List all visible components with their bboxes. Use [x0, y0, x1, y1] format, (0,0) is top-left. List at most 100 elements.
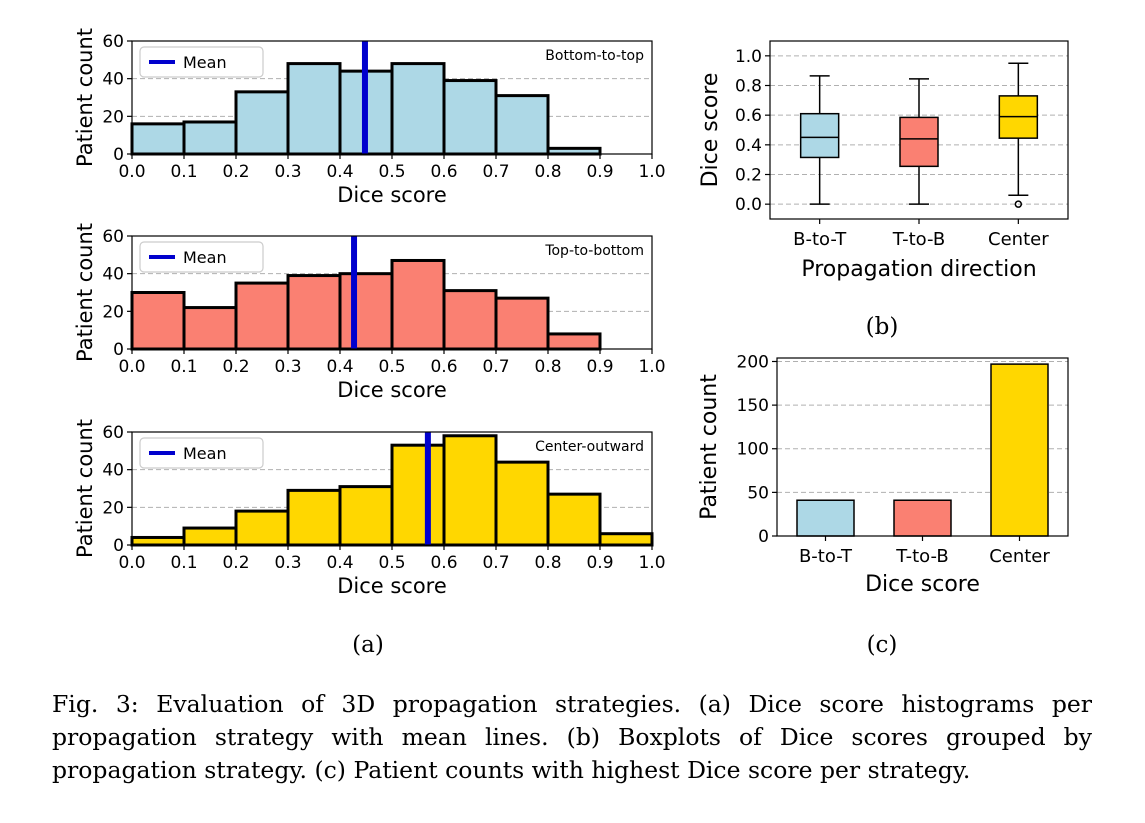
y-tick-label: 0.2 [735, 166, 762, 186]
x-tick-label: T-to-B [892, 229, 945, 250]
legend-label: Mean [183, 444, 227, 463]
x-tick-label: 0.3 [274, 357, 301, 377]
histogram-bar [390, 258, 446, 351]
y-tick-label: 0.0 [735, 195, 762, 215]
x-tick-label: 0.5 [378, 357, 405, 377]
x-tick-label: 0.6 [430, 357, 457, 377]
panel-label-c: (c) [867, 632, 898, 658]
y-tick-label: 60 [102, 227, 124, 247]
x-tick-label: T-to-B [895, 546, 948, 567]
x-axis-label: Propagation direction [801, 257, 1036, 282]
y-tick-label: 50 [747, 483, 769, 503]
histogram-bar [286, 62, 342, 156]
x-tick-label: 0.8 [534, 553, 561, 573]
histogram-bar [390, 443, 446, 547]
x-tick-label: 0.4 [326, 162, 353, 182]
x-tick-label: 0.6 [430, 553, 457, 573]
x-tick-label: 0.9 [586, 553, 613, 573]
x-tick-label: 0.3 [274, 162, 301, 182]
y-axis-label: Patient count [73, 419, 97, 558]
histogram-3: 0.0 0.1 0.2 0.3 0.4 0.5 0.6 0.7 0.8 0.9 1.0 0 20 40 60… [73, 419, 666, 598]
legend-label: Mean [183, 53, 227, 72]
caption-text: Evaluation of 3D propagation strategies.… [52, 690, 1092, 784]
x-tick-label: 0.2 [222, 553, 249, 573]
x-axis-label: Dice score [337, 378, 447, 402]
y-tick-label: 40 [102, 70, 124, 90]
y-tick-label: 0.8 [735, 77, 762, 97]
histogram-bar [182, 526, 238, 547]
figure-caption: Fig. 3: Evaluation of 3D propagation str… [52, 688, 1092, 787]
x-tick-label: 0.7 [482, 553, 509, 573]
histogram-bar [130, 122, 186, 156]
caption-label: Fig. 3: [52, 690, 139, 718]
y-tick-label: 0 [758, 527, 769, 547]
bar-chart-panel: 0 50 100 150 200 B-to-T T-to-B Center Dice score… [697, 352, 1069, 597]
x-tick-label: 0.4 [326, 357, 353, 377]
x-tick-label: 0.1 [170, 357, 197, 377]
boxplot-Center [998, 62, 1039, 208]
boxplot-B-to-T [799, 75, 840, 205]
histogram-bar [234, 90, 290, 156]
histogram-bar [494, 94, 550, 156]
legend-box [139, 241, 264, 273]
y-tick-label: 200 [737, 352, 769, 372]
y-tick-label: 0 [113, 340, 124, 360]
y-tick-label: 0 [113, 536, 124, 556]
x-tick-label: 0.6 [430, 162, 457, 182]
x-tick-label: 1.0 [638, 162, 665, 182]
y-tick-label: 0.4 [735, 136, 762, 156]
histogram-bar [442, 79, 498, 156]
x-axis-label: Dice score [337, 574, 447, 598]
x-tick-label: 0.3 [274, 553, 301, 573]
histogram-panels: 0.0 0.1 0.2 0.3 0.4 0.5 0.6 0.7 0.8 0.9 1.0 0 20 40 60… [73, 28, 666, 598]
x-tick-label: 1.0 [638, 357, 665, 377]
x-axis-label: Dice score [865, 572, 980, 597]
histogram-title: Center-outward [535, 439, 644, 455]
legend-box [139, 437, 264, 469]
histogram-bar [338, 485, 394, 547]
iqr-box [899, 116, 939, 168]
x-axis-label: Dice score [337, 183, 447, 207]
histogram-bar [182, 306, 238, 351]
histogram-bar [442, 289, 498, 351]
x-tick-label: 0.8 [534, 357, 561, 377]
histogram-bar [286, 488, 342, 547]
iqr-box [799, 112, 840, 159]
histogram-bar [130, 535, 186, 547]
x-tick-label: 0.8 [534, 162, 561, 182]
x-tick-label: 0.7 [482, 357, 509, 377]
x-tick-label: 0.2 [222, 162, 249, 182]
bar-T-to-B [893, 499, 952, 537]
y-axis-label: Patient count [73, 223, 97, 362]
histogram-bar [546, 332, 602, 351]
y-axis-label: Patient count [697, 374, 722, 520]
histogram-bar [546, 146, 602, 156]
x-tick-label: 0.9 [586, 357, 613, 377]
x-tick-label: 0.7 [482, 162, 509, 182]
panel-label-a: (a) [352, 632, 384, 658]
y-tick-label: 150 [737, 396, 769, 416]
x-tick-label: 0.1 [170, 553, 197, 573]
y-tick-label: 60 [102, 423, 124, 443]
histogram-bar [442, 434, 498, 547]
y-tick-label: 20 [102, 107, 124, 127]
x-tick-label: 0.5 [378, 162, 405, 182]
x-tick-label: 0.0 [118, 553, 145, 573]
x-tick-label: B-to-T [793, 229, 847, 250]
legend-label: Mean [183, 248, 227, 267]
x-tick-label: B-to-T [799, 546, 853, 567]
panel-label-b: (b) [866, 314, 899, 340]
histogram-2: 0.0 0.1 0.2 0.3 0.4 0.5 0.6 0.7 0.8 0.9 1.0 0 20 40 60… [73, 223, 666, 402]
legend-box [139, 46, 264, 78]
histogram-bar [130, 291, 186, 351]
y-tick-label: 0 [113, 145, 124, 165]
histogram-bar [286, 274, 342, 351]
y-tick-label: 100 [737, 440, 769, 460]
x-tick-label: Center [989, 546, 1050, 567]
bar-B-to-T [796, 499, 855, 537]
x-tick-label: 0.1 [170, 162, 197, 182]
y-tick-label: 40 [102, 265, 124, 285]
x-tick-label: 1.0 [638, 553, 665, 573]
histogram-bar [338, 272, 394, 351]
histogram-bar [390, 62, 446, 156]
